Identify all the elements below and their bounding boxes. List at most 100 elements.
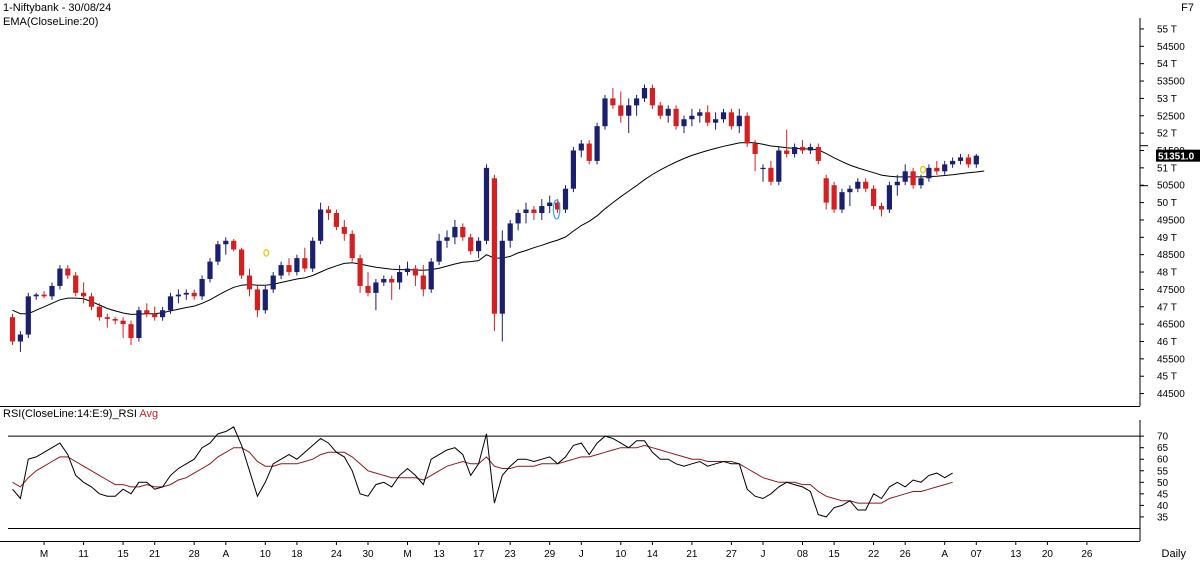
candle: [25, 292, 31, 339]
candle-body: [365, 285, 371, 293]
price-tick-label: 52500: [1157, 111, 1185, 122]
candle: [373, 278, 379, 311]
rsi-tick-label: 35: [1157, 512, 1169, 523]
date-tick-label: 21: [686, 549, 698, 560]
date-tick-label: 10: [260, 549, 272, 560]
candle: [523, 202, 529, 224]
candle: [160, 306, 166, 321]
candle: [404, 261, 411, 276]
date-tick-label: M: [403, 549, 411, 560]
candle: [468, 233, 474, 255]
candle-body: [476, 240, 482, 252]
candle: [381, 275, 387, 286]
candle-body: [499, 240, 505, 314]
candle-body: [144, 310, 150, 314]
candle: [823, 174, 829, 210]
candle-body: [96, 306, 102, 318]
candle-body: [333, 213, 339, 227]
candle-body: [626, 105, 632, 116]
rsi-tick-label: 45: [1157, 489, 1169, 500]
candle-body: [223, 240, 229, 245]
candle-body: [341, 226, 347, 234]
chart-frame: [0, 18, 1141, 542]
candle-body: [720, 112, 727, 120]
chart-title: 1-Niftybank - 30/08/24: [3, 2, 112, 14]
candle-body: [942, 164, 948, 172]
candle: [792, 143, 798, 158]
candle-body: [215, 244, 221, 262]
candle-body: [318, 209, 324, 241]
price-tick-label: 50 T: [1157, 198, 1177, 209]
candle-body: [894, 181, 900, 186]
ema-line: [12, 141, 985, 315]
candle-body: [483, 167, 490, 241]
price-tick-label: 49 T: [1157, 233, 1177, 244]
candle: [665, 105, 671, 123]
candle-body: [539, 206, 545, 213]
date-tick-label: A: [941, 549, 948, 560]
candle-body: [278, 265, 284, 276]
candle-body: [831, 185, 837, 210]
candle: [847, 185, 853, 207]
candle: [254, 285, 260, 318]
candle: [657, 101, 663, 120]
candle: [736, 108, 742, 134]
candle: [412, 265, 418, 286]
candle-body: [665, 108, 671, 116]
candle-body: [444, 237, 450, 241]
candle-body: [199, 278, 205, 297]
date-tick-label: 14: [647, 549, 659, 560]
price-tick-label: 54 T: [1157, 59, 1177, 70]
candle: [318, 202, 324, 245]
candle-body: [934, 167, 940, 172]
candle: [562, 185, 569, 213]
candle-body: [799, 147, 806, 151]
candle: [136, 306, 142, 342]
candle: [863, 178, 869, 193]
date-tick-label: 23: [505, 549, 517, 560]
date-tick-label: 24: [331, 549, 343, 560]
candle-body: [207, 261, 213, 279]
date-tick-label: 29: [544, 549, 556, 560]
date-tick-label: 27: [726, 549, 738, 560]
candle: [776, 147, 782, 186]
candle-body: [594, 126, 600, 161]
candle: [96, 303, 102, 321]
candle-body: [254, 289, 260, 311]
candle-body: [420, 275, 426, 290]
candle-body: [231, 240, 237, 250]
price-tick-label: 52 T: [1157, 129, 1177, 140]
candles-group: [9, 84, 979, 352]
annotations: [263, 165, 926, 257]
candle: [262, 285, 268, 314]
date-tick-label: 15: [118, 549, 130, 560]
rsi-tick-label: 65: [1157, 443, 1169, 454]
candle-body: [404, 268, 411, 273]
candle: [65, 265, 71, 279]
candle: [752, 140, 758, 172]
candle: [965, 153, 971, 168]
candle-body: [41, 294, 47, 297]
candle: [144, 303, 150, 318]
candle: [428, 258, 434, 293]
candle: [239, 247, 245, 279]
candle: [199, 275, 205, 300]
candle: [839, 188, 845, 213]
candle-body: [570, 150, 576, 189]
date-tick-label: 17: [473, 549, 485, 560]
candle: [41, 291, 47, 299]
candle: [183, 289, 189, 300]
candle: [333, 209, 339, 231]
date-tick-label: 26: [1081, 549, 1093, 560]
last-price-group: 51351.0: [1140, 145, 1200, 187]
candle-body: [25, 296, 31, 335]
rsi-tick-label: 50: [1157, 478, 1169, 489]
period-label: Daily: [1161, 548, 1186, 560]
candle-body: [815, 147, 821, 161]
candle: [728, 108, 734, 130]
candle: [618, 91, 624, 123]
candle-body: [310, 240, 316, 269]
candle: [325, 206, 332, 220]
candle-body: [697, 112, 703, 116]
